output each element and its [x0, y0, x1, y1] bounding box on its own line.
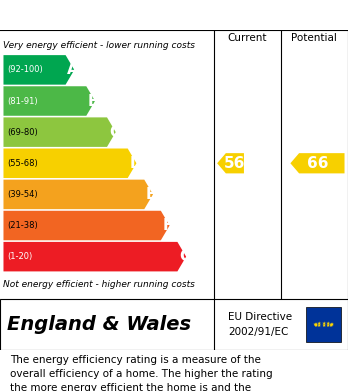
Polygon shape [3, 55, 74, 84]
Text: Current: Current [228, 33, 267, 43]
Text: (39-54): (39-54) [7, 190, 38, 199]
Text: B: B [88, 93, 100, 109]
Text: ★: ★ [317, 321, 322, 326]
Polygon shape [290, 153, 345, 173]
Text: ★: ★ [313, 322, 317, 327]
Text: (92-100): (92-100) [7, 65, 43, 74]
Text: Not energy efficient - higher running costs: Not energy efficient - higher running co… [3, 280, 195, 289]
Text: (55-68): (55-68) [7, 159, 38, 168]
Polygon shape [3, 149, 136, 178]
Text: ★: ★ [330, 322, 334, 327]
Text: 66: 66 [307, 156, 328, 171]
Text: Potential: Potential [292, 33, 337, 43]
Text: ★: ★ [317, 323, 322, 328]
Text: ★: ★ [314, 323, 318, 328]
Text: D: D [129, 156, 142, 171]
Text: G: G [179, 249, 192, 264]
Polygon shape [3, 242, 186, 271]
Text: 2002/91/EC: 2002/91/EC [228, 327, 288, 337]
Text: The energy efficiency rating is a measure of the
overall efficiency of a home. T: The energy efficiency rating is a measur… [10, 355, 273, 391]
Text: Energy Efficiency Rating: Energy Efficiency Rating [7, 7, 217, 23]
Text: ★: ★ [322, 321, 326, 326]
Text: F: F [163, 218, 173, 233]
Text: 56: 56 [223, 156, 245, 171]
Text: ★: ★ [329, 323, 333, 328]
Polygon shape [3, 179, 153, 209]
Polygon shape [3, 211, 169, 240]
Bar [306, 307, 341, 343]
Text: ★: ★ [329, 321, 333, 326]
Text: ★: ★ [326, 321, 330, 326]
Text: ★: ★ [326, 323, 330, 328]
Text: E: E [146, 187, 156, 202]
Text: ★: ★ [314, 321, 318, 326]
Text: ★: ★ [322, 323, 326, 328]
Polygon shape [3, 117, 116, 147]
Text: (21-38): (21-38) [7, 221, 38, 230]
Text: England & Wales: England & Wales [7, 315, 191, 334]
Polygon shape [3, 86, 95, 116]
Text: (81-91): (81-91) [7, 97, 38, 106]
Text: A: A [68, 63, 79, 77]
Text: (1-20): (1-20) [7, 252, 32, 261]
Text: C: C [109, 125, 120, 140]
Polygon shape [217, 153, 244, 173]
Text: Very energy efficient - lower running costs: Very energy efficient - lower running co… [3, 41, 196, 50]
Text: (69-80): (69-80) [7, 127, 38, 136]
Text: EU Directive: EU Directive [228, 312, 292, 322]
